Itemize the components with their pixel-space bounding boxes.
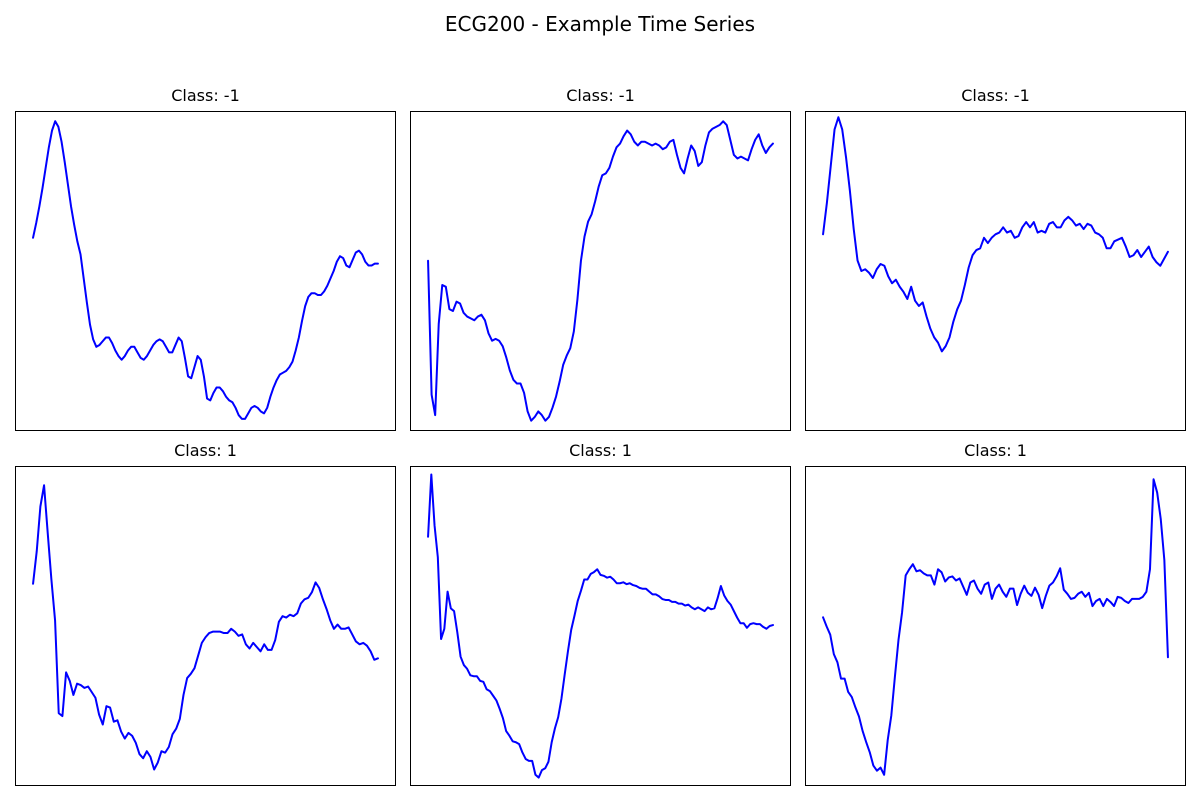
subplot-2: Class: -1 <box>410 86 791 431</box>
subplot-axes <box>410 111 791 431</box>
series-line <box>427 473 774 779</box>
subplot-axes <box>410 466 791 786</box>
subplot-axes <box>805 111 1186 431</box>
subplot-title: Class: 1 <box>964 441 1027 460</box>
axes-frame <box>410 111 791 431</box>
series-line <box>32 484 379 771</box>
figure-title: ECG200 - Example Time Series <box>444 12 756 36</box>
subplot-1: Class: -1 <box>15 86 396 431</box>
axes-frame <box>410 466 791 786</box>
series-line <box>427 120 774 422</box>
subplot-3: Class: -1 <box>805 86 1186 431</box>
subplot-6: Class: 1 <box>805 441 1186 786</box>
subplot-axes <box>15 466 396 786</box>
series-line <box>822 116 1169 353</box>
subplot-axes <box>15 111 396 431</box>
subplot-title: Class: 1 <box>174 441 237 460</box>
axes-frame <box>805 111 1186 431</box>
series-line <box>32 120 379 420</box>
series-line <box>822 478 1169 776</box>
subplot-4: Class: 1 <box>15 441 396 786</box>
subplot-title: Class: 1 <box>569 441 632 460</box>
subplot-title: Class: -1 <box>171 86 240 105</box>
subplot-5: Class: 1 <box>410 441 791 786</box>
subplot-title: Class: -1 <box>961 86 1030 105</box>
axes-frame <box>15 111 396 431</box>
subplot-title: Class: -1 <box>566 86 635 105</box>
axes-frame <box>805 466 1186 786</box>
subplot-axes <box>805 466 1186 786</box>
